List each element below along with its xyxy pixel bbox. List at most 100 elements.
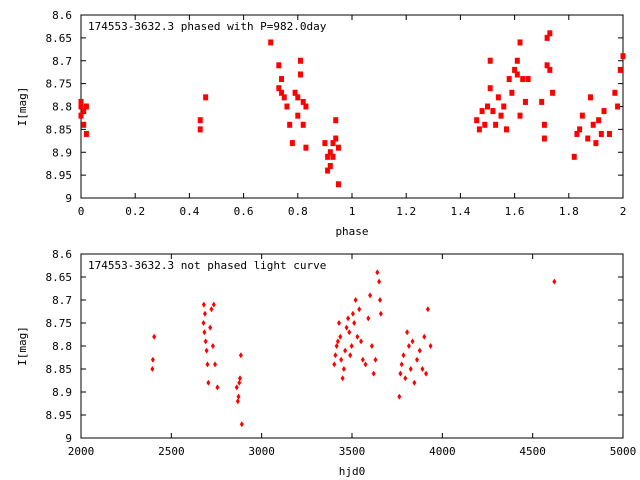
x-axis-title: hjd0 bbox=[339, 465, 366, 478]
data-point bbox=[363, 361, 368, 368]
data-point bbox=[213, 361, 218, 368]
data-point bbox=[547, 30, 553, 37]
data-point bbox=[348, 352, 353, 359]
y-tick-label: 8.8 bbox=[52, 340, 72, 353]
data-point bbox=[398, 370, 403, 377]
data-point bbox=[539, 98, 545, 105]
y-tick-label: 9 bbox=[65, 192, 72, 205]
data-point bbox=[373, 356, 378, 363]
data-point bbox=[596, 117, 602, 124]
data-point bbox=[276, 62, 282, 69]
data-point bbox=[325, 167, 331, 174]
data-point bbox=[78, 98, 84, 105]
x-tick-label: 2000 bbox=[68, 445, 95, 458]
data-point bbox=[355, 333, 360, 340]
data-point bbox=[360, 356, 365, 363]
y-tick-label: 8.75 bbox=[46, 317, 73, 330]
data-point bbox=[83, 130, 89, 137]
x-tick-label: 1.8 bbox=[559, 205, 579, 218]
y-tick-label: 8.7 bbox=[52, 55, 72, 68]
data-point bbox=[514, 57, 520, 64]
data-point bbox=[547, 66, 553, 73]
data-point bbox=[335, 144, 341, 151]
x-tick-label: 0.2 bbox=[125, 205, 145, 218]
data-point bbox=[571, 153, 577, 160]
y-tick-label: 8.95 bbox=[46, 409, 73, 422]
data-point bbox=[237, 379, 242, 386]
data-point bbox=[281, 94, 287, 101]
y-tick-label: 8.85 bbox=[46, 363, 73, 376]
data-point bbox=[577, 126, 583, 133]
data-point bbox=[428, 343, 433, 349]
x-tick-label: 4000 bbox=[429, 445, 456, 458]
data-point bbox=[206, 379, 211, 386]
data-point bbox=[617, 66, 623, 73]
data-point bbox=[487, 85, 493, 92]
data-point bbox=[598, 130, 604, 137]
unphased-light-curve-panel: 2000 2500 3000 3500 4000 4500 5000 8.6 8.65 8.7 8.… bbox=[16, 248, 636, 478]
y-tick-label: 8.9 bbox=[52, 386, 72, 399]
data-point bbox=[366, 315, 371, 322]
data-point bbox=[332, 361, 337, 368]
data-point bbox=[340, 375, 345, 382]
data-point bbox=[78, 112, 84, 119]
data-point bbox=[590, 121, 596, 128]
data-point bbox=[197, 117, 203, 124]
data-point bbox=[509, 89, 515, 96]
data-point bbox=[81, 108, 87, 115]
x-tick-label: 0.8 bbox=[288, 205, 308, 218]
data-point bbox=[215, 384, 220, 391]
data-point bbox=[208, 324, 213, 331]
data-point bbox=[335, 338, 340, 345]
data-point bbox=[330, 153, 336, 160]
y-tick-label: 8.85 bbox=[46, 123, 73, 136]
data-point bbox=[268, 39, 274, 46]
data-point bbox=[284, 103, 290, 110]
data-point bbox=[344, 324, 349, 331]
data-point bbox=[209, 306, 214, 313]
data-point bbox=[300, 121, 306, 128]
data-point bbox=[520, 76, 526, 83]
y-tick-label: 8.8 bbox=[52, 101, 72, 114]
data-point bbox=[482, 121, 488, 128]
data-point bbox=[425, 306, 430, 313]
data-point bbox=[343, 347, 348, 354]
data-point bbox=[335, 181, 341, 188]
data-point bbox=[371, 370, 376, 377]
data-point bbox=[295, 112, 301, 119]
phased-light-curve-panel: 0 0.2 0.4 0.6 0.8 1 1.2 1.4 1.6 1.8 2 8.6 8.65 8.7 8.7… bbox=[16, 9, 626, 238]
data-point bbox=[205, 361, 210, 368]
data-point bbox=[397, 393, 402, 400]
data-point bbox=[300, 98, 306, 105]
data-point bbox=[357, 306, 362, 313]
data-point bbox=[202, 329, 207, 336]
data-point bbox=[375, 269, 380, 276]
data-point bbox=[525, 76, 531, 83]
data-point bbox=[333, 117, 339, 124]
data-point bbox=[330, 140, 336, 147]
data-point bbox=[541, 135, 547, 142]
y-tick-label: 8.65 bbox=[46, 32, 73, 45]
data-point bbox=[517, 112, 523, 119]
data-point bbox=[406, 343, 411, 349]
data-point bbox=[303, 103, 309, 110]
y-tick-label: 8.65 bbox=[46, 271, 73, 284]
x-tick-label: 1 bbox=[349, 205, 356, 218]
plot-title: 174553-3632.3 not phased light curve bbox=[88, 259, 326, 272]
data-point bbox=[552, 278, 557, 285]
data-point bbox=[322, 140, 328, 147]
data-point bbox=[506, 76, 512, 83]
y-axis-title: I[mag] bbox=[16, 326, 29, 366]
data-point bbox=[378, 310, 383, 317]
x-axis-title: phase bbox=[335, 225, 368, 238]
x-tick-label: 2500 bbox=[158, 445, 185, 458]
data-point bbox=[346, 315, 351, 322]
data-point bbox=[474, 117, 480, 124]
data-point bbox=[349, 343, 354, 349]
data-point bbox=[201, 320, 206, 326]
data-point bbox=[339, 356, 344, 363]
data-point bbox=[150, 366, 155, 372]
data-point bbox=[237, 375, 242, 382]
data-point bbox=[585, 135, 591, 142]
plot-title: 174553-3632.3 phased with P=982.0day bbox=[88, 20, 327, 33]
